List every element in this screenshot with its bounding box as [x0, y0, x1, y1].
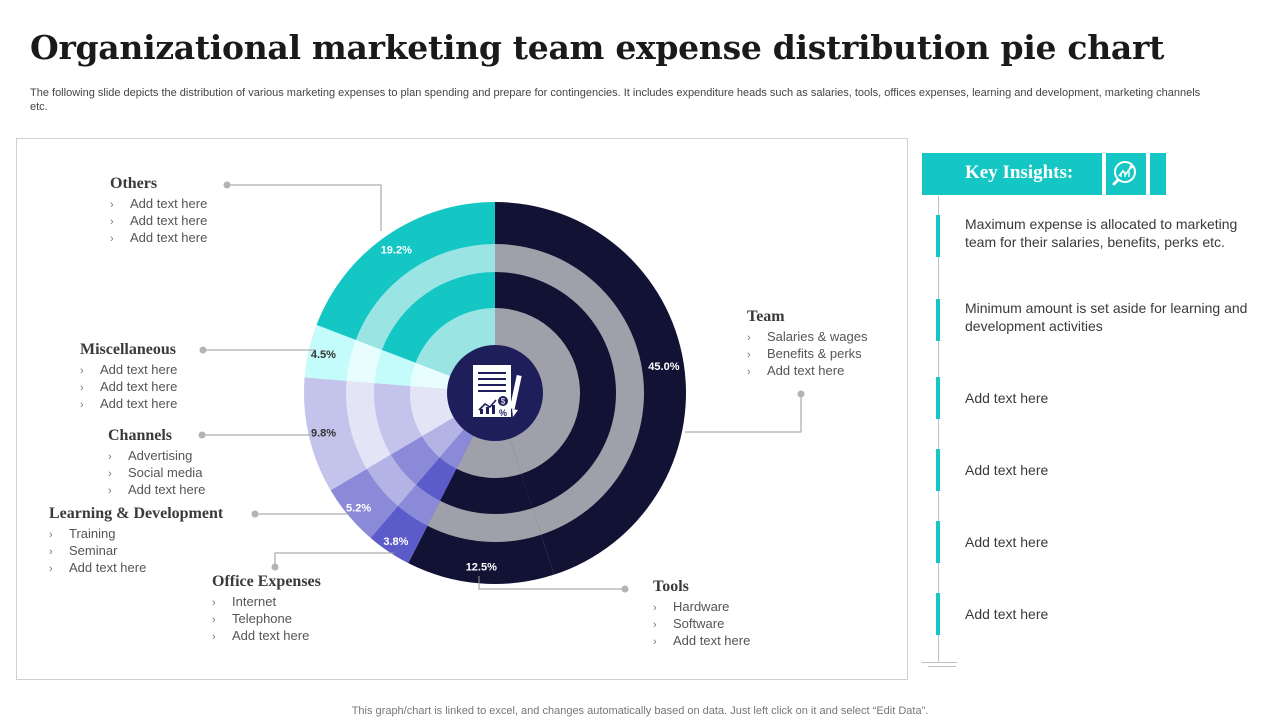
category-title: Team	[747, 308, 785, 325]
insight-bar	[936, 377, 940, 419]
insight-text: Minimum amount is set aside for learning…	[965, 300, 1248, 334]
pie-chart[interactable]: $% 45.0% 12.5% 3.8% 5.2% 9.8% 4.5% 19.2%	[17, 139, 907, 679]
leader-dot	[199, 346, 207, 354]
list-item: › Add text here	[110, 213, 208, 228]
data-label: 12.5%	[466, 562, 497, 574]
list-item: › Seminar	[49, 543, 118, 558]
insight-bar	[936, 215, 940, 257]
list-item: › Training	[49, 526, 116, 541]
data-label: 3.8%	[383, 536, 408, 548]
list-item: › Software	[653, 616, 725, 631]
leader-dot	[271, 563, 279, 571]
leader-line	[227, 184, 382, 231]
list-item: › Social media	[108, 465, 203, 480]
divider	[922, 662, 957, 663]
data-label: 45.0%	[648, 361, 679, 373]
list-item: › Internet	[212, 594, 277, 609]
key-insights-title: Key Insights:	[965, 162, 1074, 183]
list-item: › Benefits & perks	[747, 346, 862, 361]
list-item: › Salaries & wages	[747, 329, 868, 344]
category-title: Channels	[108, 427, 173, 444]
list-item: › Add text here	[80, 396, 178, 411]
category-team: Team › Salaries & wages › Benefits & perks…	[747, 308, 867, 380]
list-item: › Add text here	[80, 362, 178, 377]
category-channels: Channels › Advertising › Social media › Add…	[108, 427, 205, 499]
category-title: Tools	[653, 578, 689, 595]
leader-dot	[198, 431, 206, 439]
insight-bar	[936, 449, 940, 491]
svg-text:$: $	[501, 397, 506, 406]
list-item: › Add text here	[747, 363, 845, 378]
page-subtitle: The following slide depicts the distribu…	[30, 87, 1201, 113]
list-item: › Add text here	[110, 196, 208, 211]
category-title: Office Expenses	[212, 573, 321, 590]
leader-line	[274, 552, 394, 567]
category-others: Others › Add text here › Add text here › Ad…	[110, 175, 207, 247]
list-item: › Add text here	[110, 230, 208, 245]
list-item: › Advertising	[108, 448, 193, 463]
leader-dot	[797, 390, 805, 398]
list-item: › Add text here	[108, 482, 206, 497]
insights-timeline	[938, 196, 939, 662]
insight-bar	[936, 299, 940, 341]
list-item: › Add text here	[653, 633, 751, 648]
category-miscellaneous: Miscellaneous › Add text here › Add text h…	[80, 341, 177, 413]
leader-line	[478, 576, 625, 590]
leader-dot	[223, 181, 231, 189]
category-title: Learning & Development	[49, 505, 224, 522]
list-item: › Add text here	[80, 379, 178, 394]
insight-bar	[936, 521, 940, 563]
footer-note: This graph/chart is linked to excel, and…	[351, 705, 929, 717]
divider	[928, 666, 956, 667]
data-label: 4.5%	[311, 349, 336, 361]
category-office-expenses: Office Expenses › Internet › Telephone › Ad…	[212, 573, 321, 645]
key-insights-header: Key Insights:	[922, 153, 1166, 195]
leader-dot	[621, 585, 629, 593]
insight-text: Add text here	[965, 534, 1049, 550]
insight-text: Add text here	[965, 606, 1049, 622]
svg-text:%: %	[499, 408, 507, 418]
list-item: › Add text here	[49, 560, 147, 575]
chart-frame[interactable]: $% 45.0% 12.5% 3.8% 5.2% 9.8% 4.5% 19.2% Others…	[16, 138, 908, 680]
page-title: Organizational marketing team expense di…	[30, 28, 1165, 67]
data-label: 19.2%	[381, 245, 412, 257]
list-item: › Hardware	[653, 599, 730, 614]
data-label: 9.8%	[311, 428, 336, 440]
analytics-magnifier-icon	[1102, 153, 1150, 195]
list-item: › Add text here	[212, 628, 310, 643]
insight-bar	[936, 593, 940, 635]
insight-text: Add text here	[965, 390, 1049, 406]
category-title: Others	[110, 175, 158, 192]
category-title: Miscellaneous	[80, 341, 176, 358]
report-document-icon: $%	[473, 365, 522, 418]
category-learning-development: Learning & Development › Training › Semina…	[49, 505, 223, 577]
insight-text: Add text here	[965, 462, 1049, 478]
leader-dot	[251, 510, 259, 518]
data-label: 5.2%	[346, 502, 371, 514]
insight-text: Maximum expense is allocated to marketin…	[965, 216, 1238, 250]
leader-line	[685, 394, 802, 433]
category-tools: Tools › Hardware › Software › Add text here	[653, 578, 750, 650]
list-item: › Telephone	[212, 611, 292, 626]
